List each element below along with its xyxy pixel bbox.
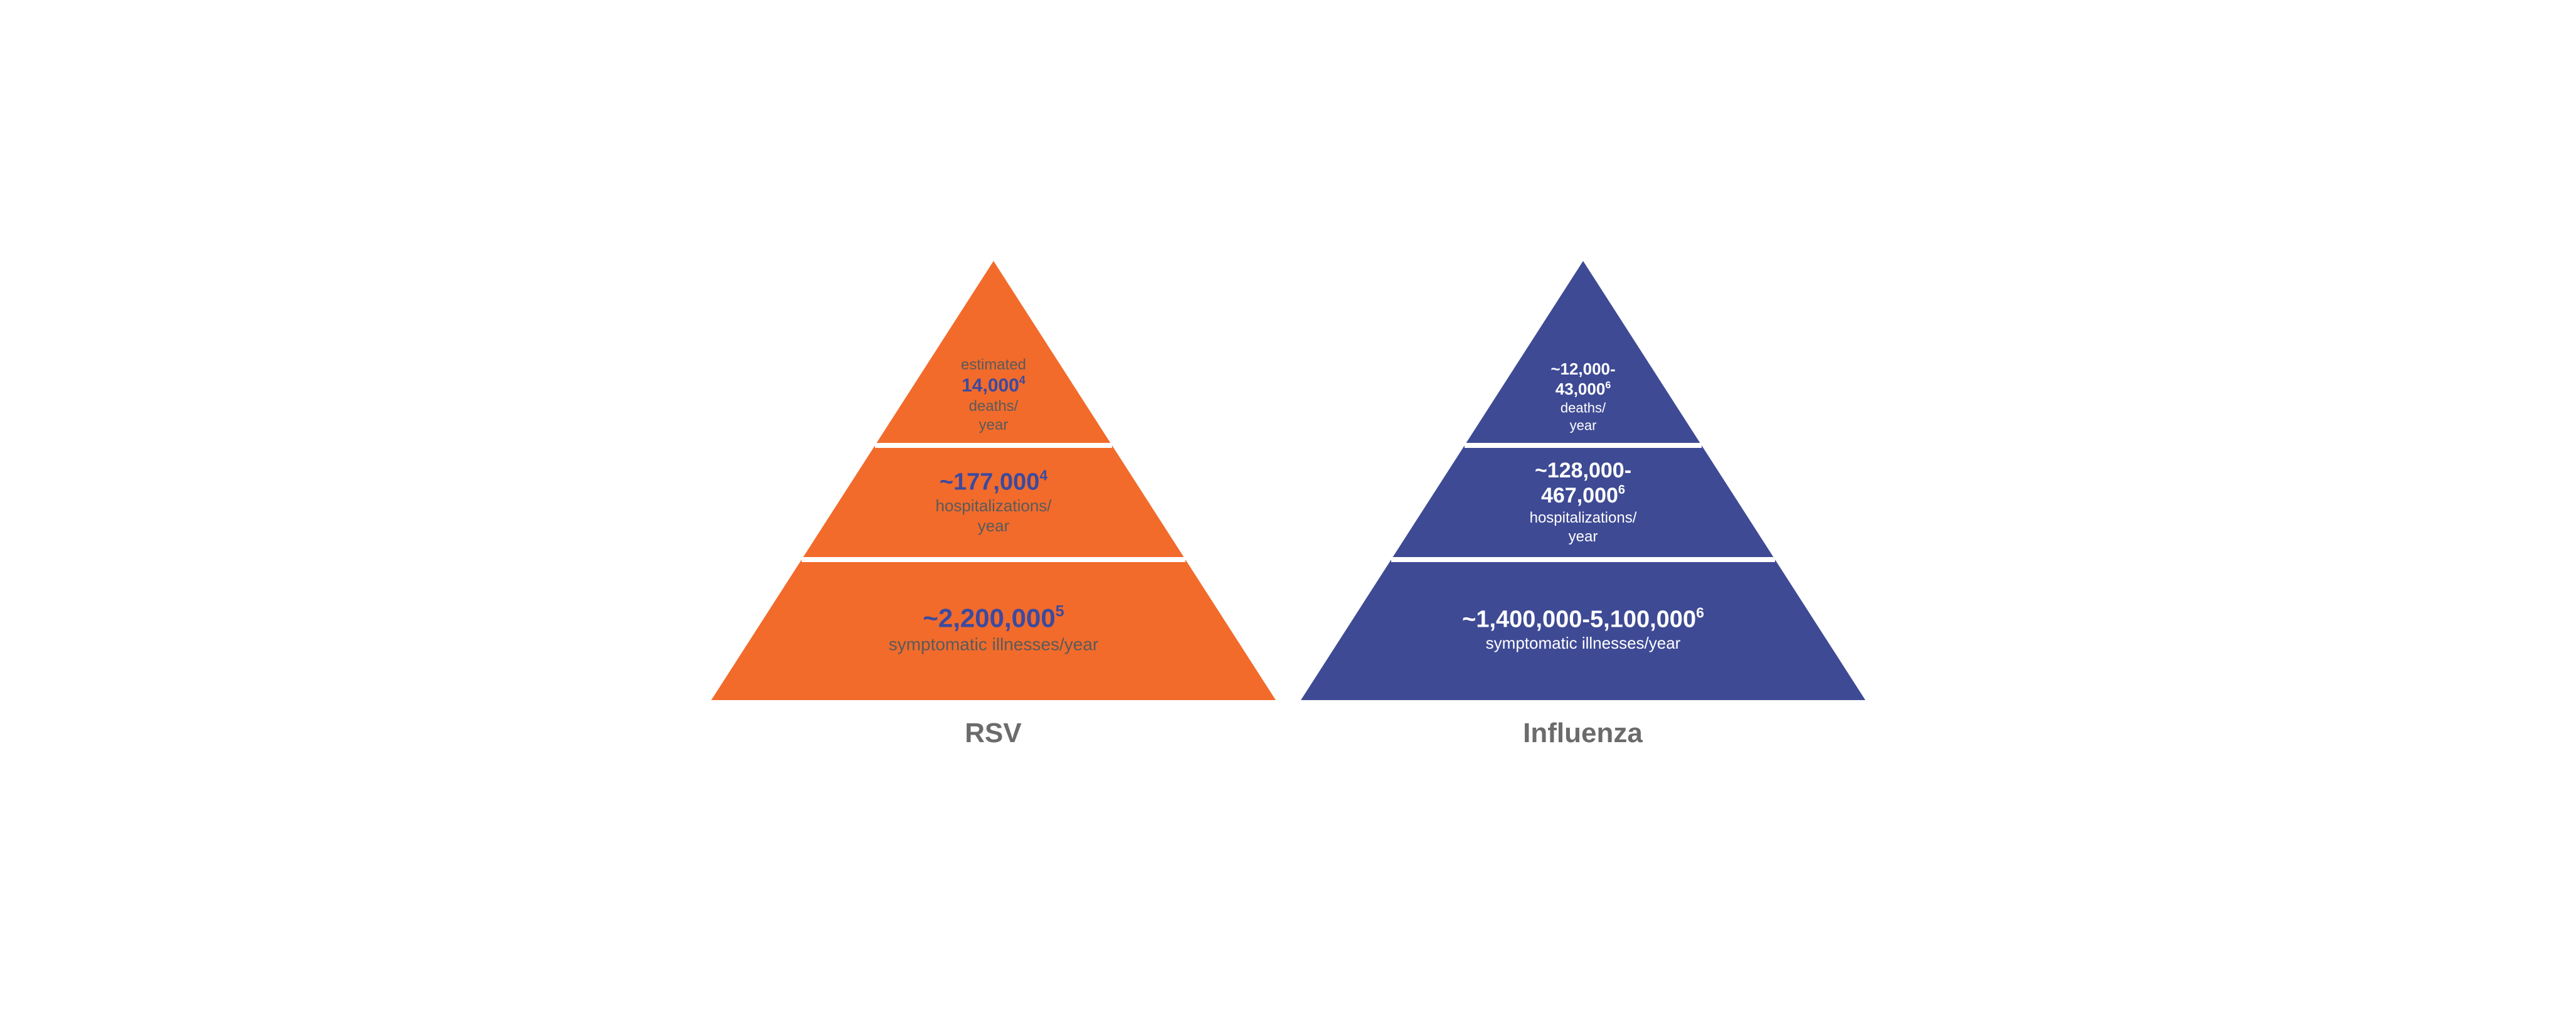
pyramid-caption-influenza: Influenza	[1523, 718, 1643, 749]
pyramid-svg-influenza: ~12,000- 43,0006 deaths/year ~128,000-467,0…	[1301, 261, 1865, 700]
pyramid-caption-rsv: RSV	[965, 718, 1021, 749]
pyramid-influenza: ~12,000- 43,0006 deaths/year ~128,000-467,0…	[1301, 261, 1865, 749]
pyramid-comparison-chart: estimated14,0004deaths/year~177,0004hosp…	[711, 261, 1865, 749]
tier-value: ~128,000-	[1534, 459, 1631, 482]
tier-label: year	[1568, 528, 1598, 545]
tier-label: symptomatic illnesses/year	[1485, 634, 1680, 652]
tier-value: 467,0006	[1540, 483, 1625, 508]
tier-label: symptomatic illnesses/year	[888, 634, 1098, 654]
tier-label: year	[978, 417, 1008, 433]
tier-label: deaths/	[968, 398, 1018, 415]
tier-value: ~2,200,0005	[923, 603, 1064, 633]
tier-label: year	[977, 516, 1009, 535]
tier-label: hospitalizations/	[935, 496, 1052, 515]
tier-value: 14,0004	[962, 374, 1026, 396]
tier-value: ~12,000-	[1550, 359, 1615, 378]
tier-value: 43,0006	[1555, 380, 1611, 398]
tier-label: hospitalizations/	[1529, 509, 1636, 526]
tier-label: year	[1569, 418, 1596, 433]
tier-value: ~177,0004	[939, 467, 1047, 495]
pyramid-rsv: estimated14,0004 deaths/year ~177,0004hosp…	[711, 261, 1276, 749]
tier-label: deaths/	[1560, 400, 1606, 416]
pyramid-svg-rsv: estimated14,0004 deaths/year ~177,0004hosp…	[711, 261, 1276, 700]
tier-value: ~1,400,000-5,100,0006	[1462, 604, 1704, 632]
tier-label: estimated	[960, 356, 1026, 373]
